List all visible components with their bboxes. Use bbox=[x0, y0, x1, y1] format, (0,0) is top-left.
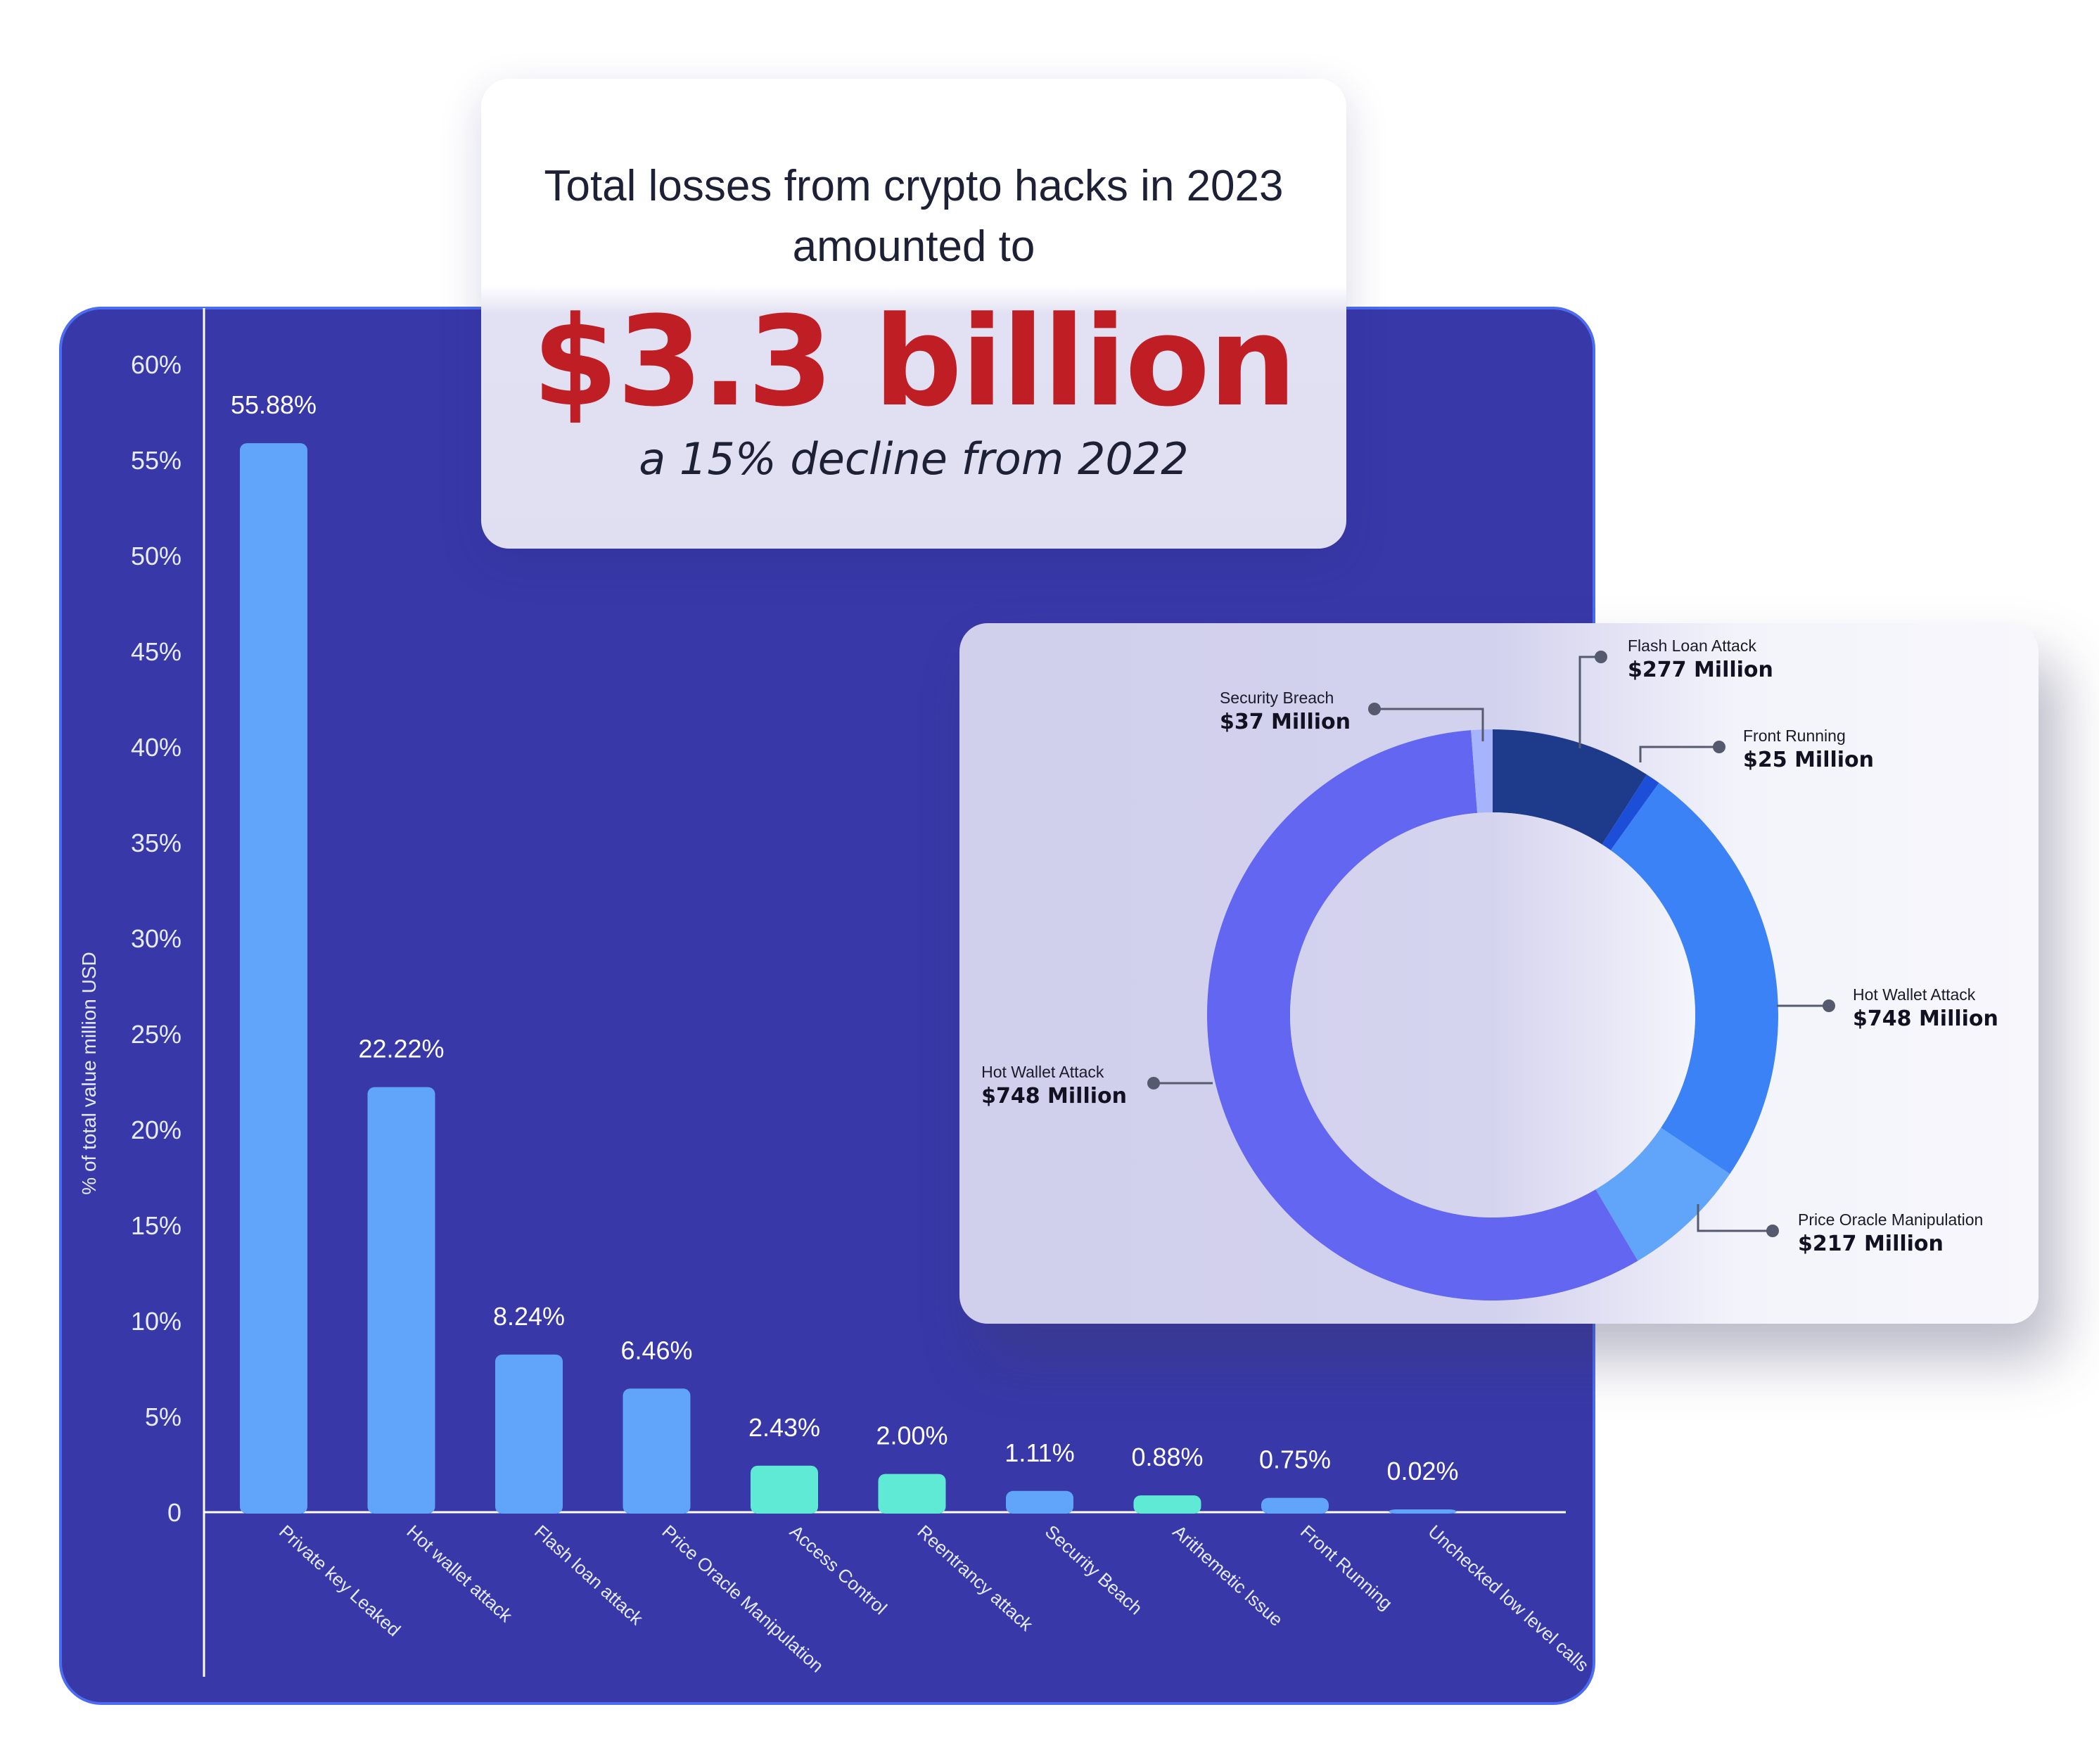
callout-dot bbox=[1147, 1077, 1160, 1089]
y-tick-label: 40% bbox=[131, 733, 181, 762]
bar bbox=[367, 1087, 435, 1514]
bar-value-label: 2.43% bbox=[748, 1413, 820, 1442]
y-tick-label: 5% bbox=[145, 1402, 181, 1431]
bar-value-label: 0.02% bbox=[1386, 1457, 1458, 1485]
slice-value-label: $217 Million bbox=[1798, 1232, 1944, 1256]
y-tick-label: 15% bbox=[131, 1211, 181, 1240]
y-axis-title: % of total value million USD bbox=[78, 952, 100, 1194]
category-label: Security Beach bbox=[1041, 1521, 1147, 1618]
headline-title: Total losses from crypto hacks in 2023 a… bbox=[544, 162, 1284, 271]
headline-subtitle: a 15% decline from 2022 bbox=[639, 433, 1189, 485]
slice-value-label: $748 Million bbox=[981, 1084, 1127, 1108]
bar bbox=[240, 443, 307, 1514]
slice-name-label: Hot Wallet Attack bbox=[1853, 985, 1976, 1004]
y-tick-label: 0 bbox=[167, 1498, 181, 1527]
bar bbox=[878, 1474, 946, 1514]
bar bbox=[1389, 1509, 1457, 1514]
slice-name-label: Hot Wallet Attack bbox=[981, 1063, 1104, 1081]
category-label: Access Control bbox=[786, 1521, 891, 1618]
slice-name-label: Price Oracle Manipulation bbox=[1798, 1210, 1983, 1229]
y-tick-label: 35% bbox=[131, 829, 181, 857]
bar-value-label: 0.75% bbox=[1259, 1445, 1331, 1474]
slice-name-label: Flash Loan Attack bbox=[1628, 637, 1756, 655]
donut-slice bbox=[1493, 729, 1647, 845]
donut-chart: Flash Loan Attack $277 Million Front Runni… bbox=[981, 637, 1998, 1300]
category-label: Front Running bbox=[1296, 1521, 1397, 1614]
bar-value-label: 1.11% bbox=[1004, 1438, 1074, 1467]
slice-value-label: $25 Million bbox=[1743, 748, 1874, 772]
y-tick-label: 25% bbox=[131, 1020, 181, 1049]
bar bbox=[751, 1465, 818, 1514]
slice-value-label: $277 Million bbox=[1628, 658, 1773, 682]
donut-slice bbox=[1602, 774, 1659, 850]
category-label: Arithemetic Issue bbox=[1168, 1521, 1287, 1630]
category-label: Flash loan attack bbox=[530, 1521, 648, 1629]
category-label: Hot wallet attack bbox=[402, 1521, 517, 1627]
donut-slice bbox=[1610, 782, 1778, 1175]
y-tick-label: 45% bbox=[131, 637, 181, 666]
callout-dot bbox=[1713, 741, 1725, 753]
callout-line bbox=[1639, 746, 1719, 762]
bar-value-label: 0.88% bbox=[1131, 1443, 1203, 1471]
callout-dot bbox=[1766, 1225, 1779, 1237]
bar-chart: 0 5% 10% 15% 20% 25% 30% 35% 40% 45% 50% 55% 60% 55.… bbox=[78, 308, 1593, 1677]
y-tick-label: 20% bbox=[131, 1116, 181, 1144]
y-tick-label: 30% bbox=[131, 924, 181, 953]
callout-dot bbox=[1823, 999, 1835, 1012]
callout-line bbox=[1578, 656, 1601, 748]
bar bbox=[1261, 1497, 1329, 1514]
y-tick-label: 50% bbox=[131, 542, 181, 570]
bar-value-label: 6.46% bbox=[620, 1336, 692, 1364]
y-tick-label: 10% bbox=[131, 1307, 181, 1336]
donut-slice bbox=[1595, 1127, 1730, 1261]
bar bbox=[1006, 1490, 1073, 1514]
category-label: Unchecked low level calls bbox=[1424, 1521, 1593, 1676]
slice-value-label: $748 Million bbox=[1853, 1006, 1998, 1031]
callout-line bbox=[1697, 1204, 1773, 1232]
headline-amount: $3.3 billion bbox=[532, 290, 1296, 434]
slice-value-label: $37 Million bbox=[1220, 710, 1351, 734]
donut-hole bbox=[1290, 812, 1695, 1217]
slice-name-label: Security Breach bbox=[1220, 689, 1334, 707]
bar-value-label: 22.22% bbox=[358, 1035, 444, 1063]
category-label: Reentrancy attack bbox=[913, 1521, 1038, 1635]
bar bbox=[623, 1388, 691, 1514]
category-label: Private key Leaked bbox=[275, 1521, 404, 1640]
donut-slice bbox=[1471, 729, 1493, 813]
bar-value-label: 8.24% bbox=[493, 1302, 565, 1331]
callout-dot bbox=[1368, 703, 1381, 715]
bar bbox=[495, 1354, 563, 1514]
bar-value-label: 2.00% bbox=[876, 1421, 948, 1450]
bar bbox=[1133, 1495, 1201, 1514]
callout-dot bbox=[1595, 651, 1607, 663]
donut-slice bbox=[1207, 730, 1638, 1300]
headline-card: Total losses from crypto hacks in 2023 a… bbox=[481, 79, 1346, 549]
slice-name-label: Front Running bbox=[1743, 727, 1846, 745]
y-tick-label: 60% bbox=[131, 350, 181, 379]
bar-value-label: 55.88% bbox=[231, 390, 317, 419]
callout-line bbox=[1374, 708, 1484, 741]
y-tick-label: 55% bbox=[131, 446, 181, 475]
